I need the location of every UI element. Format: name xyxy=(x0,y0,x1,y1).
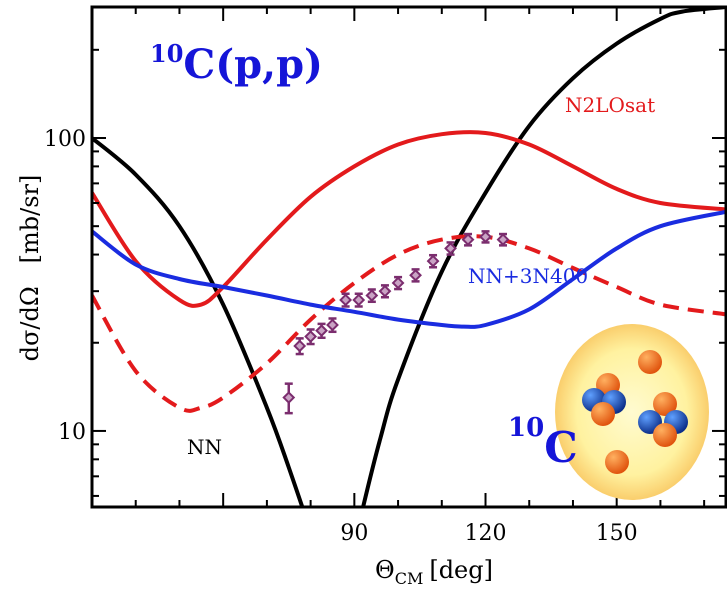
data-point-marker xyxy=(315,324,328,338)
data-point xyxy=(315,322,328,340)
proton-ball xyxy=(653,423,677,447)
data-point xyxy=(409,268,422,283)
data-point xyxy=(461,232,475,247)
data-point-marker xyxy=(326,318,339,332)
data-point-marker xyxy=(409,268,422,282)
y-tick-label: 10 xyxy=(58,420,86,445)
x-axis-title: ΘCM [deg] xyxy=(375,556,493,588)
data-point xyxy=(496,232,510,247)
proton-ball xyxy=(638,350,662,374)
data-point-marker xyxy=(378,284,392,298)
data-point-marker xyxy=(426,254,440,268)
data-point xyxy=(426,253,440,269)
ticks-group: 90 120 150 10 100 xyxy=(44,7,726,546)
label-n2losat: N2LOsat xyxy=(565,93,655,117)
series-line-n2losat xyxy=(92,130,726,308)
x-axis-title-unit: [deg] xyxy=(429,556,493,584)
data-point-marker xyxy=(391,276,405,290)
proton-ball xyxy=(605,450,629,474)
inset-label-superscript: 10 xyxy=(508,413,544,443)
series-line-n2losat-dashed xyxy=(92,234,726,413)
data-point-marker xyxy=(339,293,353,307)
data-point-marker xyxy=(365,289,379,302)
inset-label: 10C xyxy=(508,413,578,472)
series-line-nn xyxy=(92,7,726,507)
data-point-marker xyxy=(282,391,296,404)
data-point xyxy=(378,284,392,299)
x-axis-title-symbol: Θ xyxy=(375,556,395,584)
label-nn-3n400: NN+3N400 xyxy=(468,264,588,288)
data-point xyxy=(444,241,457,256)
nucleus-blob xyxy=(555,324,709,500)
data-point xyxy=(304,328,318,346)
data-point xyxy=(282,382,296,415)
chart-title: 10C(p,p) xyxy=(150,39,323,88)
x-tick-label: 150 xyxy=(596,521,638,546)
data-point xyxy=(326,317,339,334)
data-point-marker xyxy=(444,241,457,255)
series-line-nn-3n400 xyxy=(92,209,726,329)
data-point xyxy=(339,292,353,308)
x-axis-title-subscript: CM xyxy=(395,569,424,588)
data-point-marker xyxy=(293,339,307,353)
nucleus-inset: 10C xyxy=(508,324,709,500)
data-point xyxy=(391,275,405,291)
chart-title-main: C(p,p) xyxy=(183,41,323,88)
data-point xyxy=(293,337,307,356)
data-point-marker xyxy=(496,233,510,246)
data-point xyxy=(352,292,366,308)
y-axis-title: dσ/dΩ [mb/sr] xyxy=(16,175,44,362)
curves-group xyxy=(92,7,726,507)
data-point xyxy=(365,288,379,304)
data-point-marker xyxy=(479,230,492,244)
x-tick-label: 90 xyxy=(340,521,368,546)
proton-ball xyxy=(653,392,677,416)
data-point-marker xyxy=(352,293,366,307)
inset-label-main: C xyxy=(544,423,577,472)
label-nn: NN xyxy=(187,435,222,459)
x-tick-label: 120 xyxy=(465,521,507,546)
data-point-marker xyxy=(461,233,475,246)
data-points-group xyxy=(282,230,510,415)
chart-title-superscript: 10 xyxy=(150,39,183,68)
proton-ball xyxy=(591,402,615,426)
data-point-marker xyxy=(304,330,318,343)
data-point xyxy=(479,230,492,244)
plot-frame xyxy=(90,5,727,509)
y-tick-label: 100 xyxy=(44,127,86,152)
